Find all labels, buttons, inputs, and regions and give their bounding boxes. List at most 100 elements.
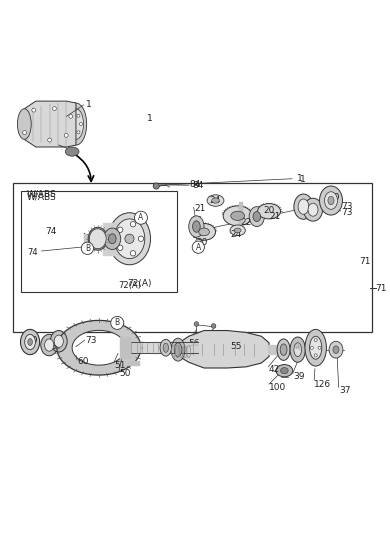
Text: B: B [85, 244, 90, 253]
Text: 84: 84 [190, 181, 201, 189]
Text: 1: 1 [300, 175, 305, 184]
Ellipse shape [294, 194, 313, 219]
Ellipse shape [333, 346, 339, 353]
Ellipse shape [25, 335, 35, 350]
Text: 73: 73 [85, 336, 97, 345]
Ellipse shape [153, 183, 159, 189]
Ellipse shape [314, 338, 317, 342]
Text: 20: 20 [197, 238, 208, 247]
Ellipse shape [276, 365, 293, 377]
Ellipse shape [314, 354, 317, 357]
Polygon shape [24, 101, 76, 147]
Ellipse shape [64, 134, 68, 137]
Ellipse shape [280, 344, 287, 355]
Text: 22: 22 [240, 218, 252, 227]
Ellipse shape [72, 114, 75, 117]
Text: 56: 56 [189, 340, 200, 348]
Ellipse shape [212, 198, 219, 203]
Ellipse shape [194, 322, 199, 326]
Ellipse shape [77, 131, 80, 134]
Ellipse shape [125, 234, 134, 243]
Text: 73: 73 [342, 202, 353, 211]
Ellipse shape [44, 339, 54, 351]
Ellipse shape [32, 108, 35, 112]
Ellipse shape [308, 203, 318, 216]
Text: 50: 50 [119, 369, 131, 378]
Text: 24: 24 [231, 230, 242, 239]
Ellipse shape [189, 216, 204, 237]
Text: A: A [196, 243, 201, 252]
Ellipse shape [104, 228, 121, 249]
Ellipse shape [18, 109, 31, 140]
Ellipse shape [163, 343, 168, 352]
Ellipse shape [310, 336, 322, 359]
Ellipse shape [138, 236, 144, 242]
Ellipse shape [28, 338, 32, 346]
Ellipse shape [290, 337, 305, 362]
Text: 71: 71 [359, 257, 370, 266]
Ellipse shape [50, 331, 67, 352]
Text: 51: 51 [114, 361, 126, 370]
Ellipse shape [310, 346, 314, 349]
Ellipse shape [41, 335, 58, 356]
Ellipse shape [257, 203, 280, 219]
Ellipse shape [130, 222, 136, 227]
Ellipse shape [318, 346, 321, 349]
Ellipse shape [193, 221, 200, 232]
Ellipse shape [329, 341, 343, 358]
Ellipse shape [135, 211, 147, 224]
Ellipse shape [328, 196, 334, 205]
Text: 70: 70 [26, 336, 38, 345]
Ellipse shape [108, 234, 116, 244]
Ellipse shape [130, 250, 136, 256]
Ellipse shape [171, 338, 185, 361]
Polygon shape [177, 331, 269, 368]
Ellipse shape [54, 335, 63, 347]
Text: 21: 21 [195, 204, 206, 213]
Ellipse shape [81, 242, 94, 254]
Text: 42: 42 [269, 365, 280, 374]
Ellipse shape [72, 131, 75, 134]
Ellipse shape [77, 114, 80, 117]
Text: 74: 74 [27, 248, 38, 257]
Ellipse shape [231, 211, 245, 220]
Ellipse shape [324, 192, 337, 209]
Text: 71: 71 [375, 284, 387, 293]
Ellipse shape [223, 206, 252, 226]
Ellipse shape [21, 330, 40, 355]
Ellipse shape [108, 213, 151, 265]
Ellipse shape [68, 109, 83, 140]
Ellipse shape [303, 198, 323, 221]
Text: 74: 74 [45, 227, 57, 237]
Ellipse shape [298, 199, 309, 214]
Text: 24: 24 [210, 196, 221, 205]
Ellipse shape [174, 343, 182, 357]
Ellipse shape [117, 245, 123, 250]
Ellipse shape [211, 324, 216, 328]
Ellipse shape [249, 207, 264, 227]
Ellipse shape [305, 330, 326, 366]
Text: 70: 70 [328, 193, 340, 202]
Ellipse shape [294, 343, 301, 357]
Text: 1: 1 [85, 100, 91, 110]
Ellipse shape [277, 339, 290, 360]
Ellipse shape [88, 227, 107, 250]
Ellipse shape [69, 122, 73, 126]
Text: W/ABS: W/ABS [26, 189, 56, 198]
Polygon shape [57, 320, 141, 375]
Ellipse shape [65, 103, 87, 145]
Ellipse shape [48, 138, 51, 142]
Text: 100: 100 [269, 383, 286, 392]
Ellipse shape [280, 368, 288, 374]
Text: 1: 1 [296, 174, 302, 183]
Text: W/ABS: W/ABS [26, 192, 56, 201]
Text: 73: 73 [342, 208, 353, 217]
Ellipse shape [117, 227, 123, 233]
Ellipse shape [319, 186, 342, 215]
Ellipse shape [199, 228, 209, 235]
Text: 73: 73 [45, 342, 57, 351]
Text: 21: 21 [269, 212, 280, 221]
Ellipse shape [230, 225, 245, 235]
Text: 60: 60 [78, 357, 89, 366]
Text: 72(A): 72(A) [128, 279, 152, 288]
